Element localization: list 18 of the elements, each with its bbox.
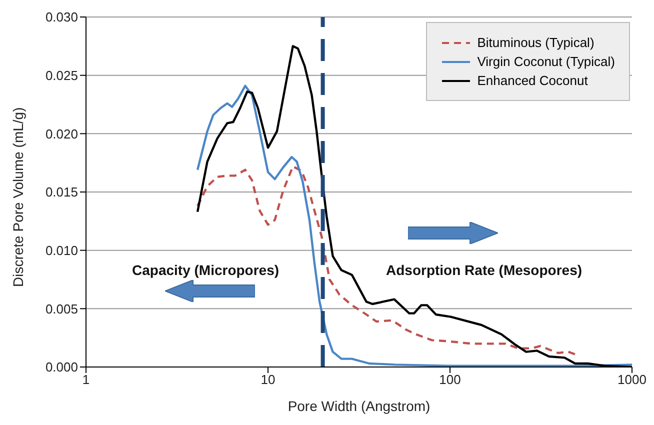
x-tick-label: 1000 — [618, 372, 646, 388]
x-tick-label: 10 — [260, 372, 276, 388]
y-tick-label: 0.005 — [45, 301, 78, 316]
y-tick-label: 0.000 — [45, 360, 78, 375]
y-axis-title: Discrete Pore Volume (mL/g) — [10, 107, 26, 287]
x-tick-label: 1 — [82, 372, 90, 388]
x-tick-label: 100 — [439, 372, 461, 388]
y-tick-label: 0.010 — [45, 242, 78, 258]
legend-label: Enhanced Coconut — [477, 73, 588, 88]
y-tick-label: 0.025 — [45, 68, 78, 83]
legend-label: Bituminous (Typical) — [477, 35, 594, 50]
annotation: Capacity (Micropores) — [132, 262, 280, 278]
y-tick-label: 0.020 — [45, 126, 78, 142]
annotation: Adsorption Rate (Mesopores) — [386, 262, 582, 278]
legend-label: Virgin Coconut (Typical) — [477, 54, 615, 69]
y-tick-label: 0.015 — [45, 184, 78, 200]
y-tick-label: 0.030 — [45, 10, 78, 25]
x-axis-title: Pore Width (Angstrom) — [288, 398, 430, 414]
